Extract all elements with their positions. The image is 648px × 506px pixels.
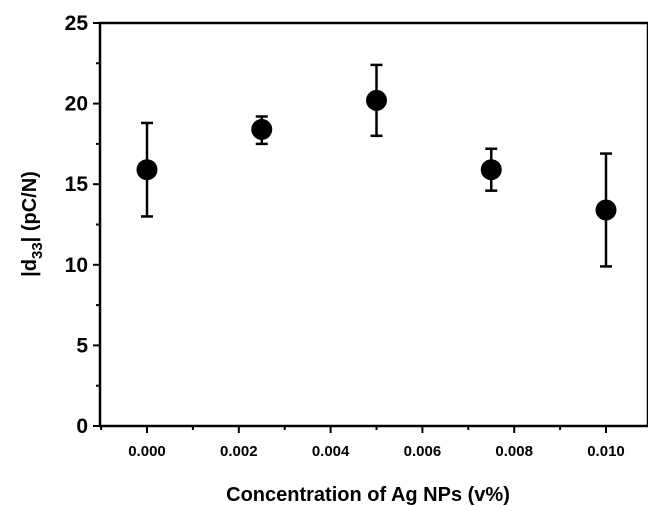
data-marker	[480, 159, 502, 181]
x-axis-title: Concentration of Ag NPs (v%)	[226, 484, 510, 506]
y-axis-ticks: 0 5 10 15 20 25	[65, 12, 100, 438]
data-marker	[595, 199, 617, 221]
y-axis-title: |d33| (pC/N)	[19, 171, 46, 277]
data-marker	[366, 89, 387, 111]
y-axis-title-subscript: 33	[29, 242, 46, 259]
data-point	[366, 63, 387, 138]
y-axis-title-prefix: |d	[19, 259, 41, 277]
data-marker	[251, 118, 273, 140]
y-tick-label: 0	[76, 415, 88, 438]
x-tick-label: 0.000	[128, 443, 166, 460]
plot-frame	[98, 21, 648, 428]
data-point	[251, 115, 273, 146]
x-tick-label: 0.002	[220, 443, 258, 460]
y-tick-label: 5	[76, 334, 88, 357]
y-tick-label: 10	[65, 254, 88, 277]
x-tick-label: 0.010	[587, 443, 625, 460]
y-axis-title-suffix: | (pC/N)	[19, 171, 41, 242]
y-tick-label: 25	[65, 12, 89, 35]
x-axis-ticks: 0.000 0.002 0.004 0.006 0.008 0.010	[100, 426, 625, 460]
y-tick-label: 20	[65, 93, 88, 116]
data-point	[480, 147, 502, 192]
y-tick-label: 15	[65, 173, 89, 196]
data-marker	[136, 159, 158, 181]
data-point	[595, 152, 617, 268]
data-points	[136, 63, 617, 268]
x-tick-label: 0.004	[312, 443, 350, 460]
x-tick-label: 0.006	[404, 443, 442, 460]
x-tick-label: 0.008	[495, 443, 533, 460]
data-point	[136, 121, 158, 218]
